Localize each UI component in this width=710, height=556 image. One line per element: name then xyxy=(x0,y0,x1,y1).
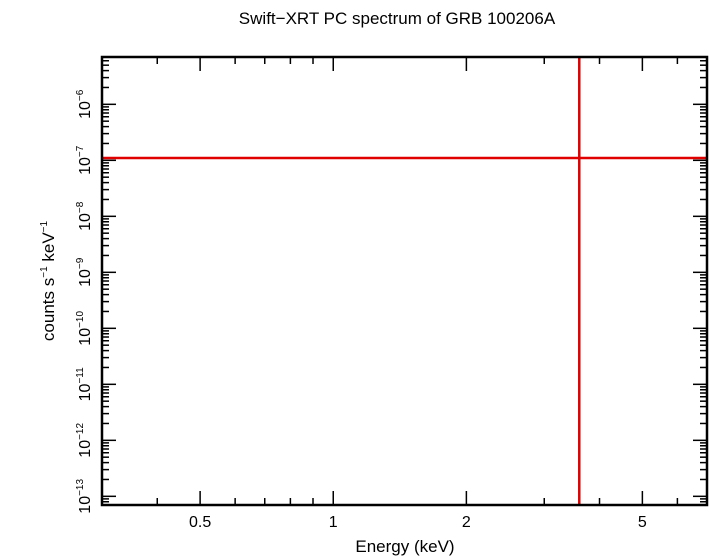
chart-title: Swift−XRT PC spectrum of GRB 100206A xyxy=(239,9,556,28)
y-tick-label: 10−11 xyxy=(75,367,94,401)
ticks-group xyxy=(101,56,708,506)
y-tick-label: 10−13 xyxy=(75,479,94,514)
tick-labels-group: 0.5 1 2 5 10−13 10−12 10−11 10−10 10−9 10−8 10−7 10… xyxy=(75,89,647,531)
y-axis-label-mid: keV xyxy=(39,232,58,267)
y-tick-label: 10−9 xyxy=(75,257,94,287)
plot-frame xyxy=(100,55,709,507)
y-axis-label: counts s−1 keV−1 xyxy=(39,220,58,341)
y-axis-label-base: counts s xyxy=(39,278,58,341)
y-tick-label: 10−8 xyxy=(75,201,94,231)
y-tick-label: 10−12 xyxy=(75,423,94,458)
y-tick-label: 10−6 xyxy=(75,89,94,119)
x-tick-label: 0.5 xyxy=(189,514,211,531)
y-axis-label-exp1: −1 xyxy=(39,266,50,278)
x-tick-label: 2 xyxy=(462,514,471,531)
y-axis-label-exp2: −1 xyxy=(39,220,50,232)
data-lines-group xyxy=(102,57,707,505)
y-tick-label: 10−7 xyxy=(75,145,94,175)
x-tick-label: 1 xyxy=(329,514,338,531)
x-tick-label: 5 xyxy=(638,514,647,531)
x-axis-label: Energy (keV) xyxy=(355,537,454,556)
y-tick-label: 10−10 xyxy=(75,311,94,346)
